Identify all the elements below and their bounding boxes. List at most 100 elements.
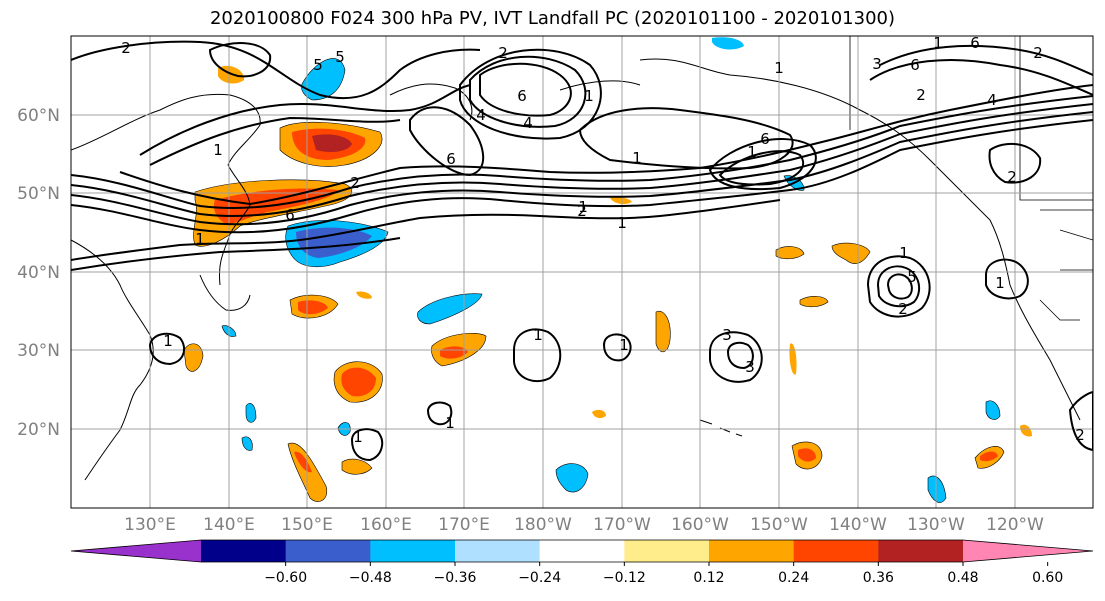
colorbar-segment	[878, 540, 964, 562]
map-border	[70, 35, 1094, 509]
longitude-label: 150°W	[750, 515, 808, 535]
longitude-label: 160°E	[360, 515, 412, 535]
positive-anomaly-patch	[356, 291, 372, 299]
latitude-label: 40°N	[17, 263, 60, 283]
longitude-label: 170°E	[438, 515, 490, 535]
colorbar-segment	[793, 540, 879, 562]
contour-label: 2	[577, 202, 587, 220]
contour-label: 5	[907, 268, 917, 286]
contour-label: 1	[445, 414, 455, 432]
negative-anomaly-patch	[296, 227, 372, 258]
contour-label: 2	[1033, 44, 1043, 62]
contour-label: 5	[313, 56, 323, 74]
contour-label: 1	[163, 332, 173, 350]
contour-label: 2	[916, 86, 926, 104]
positive-anomaly-patch	[341, 458, 373, 475]
latitude-label: 60°N	[17, 106, 60, 126]
longitude-label: 140°E	[203, 515, 255, 535]
contour-label: 1	[933, 34, 943, 52]
positive-anomaly-patch	[775, 246, 805, 260]
colorbar-segment	[709, 540, 795, 562]
colorbar-tick-label: −0.24	[518, 570, 561, 586]
longitude-label: 160°W	[671, 515, 729, 535]
contour-label: 6	[970, 34, 980, 52]
longitude-label: 170°W	[593, 515, 651, 535]
colorbar-tick-label: 0.60	[1032, 570, 1063, 586]
contour-label: 2	[121, 39, 131, 57]
colorbar-tick-label: −0.36	[434, 570, 477, 586]
contour-label: 3	[722, 326, 732, 344]
positive-anomaly-patch	[789, 343, 797, 375]
longitude-label: 130°W	[907, 515, 965, 535]
coastline-layer	[71, 58, 1081, 481]
negative-anomaly-patch	[301, 58, 346, 101]
longitude-label: 130°E	[124, 515, 176, 535]
contour-label: 6	[446, 150, 456, 168]
colorbar-segment	[201, 540, 287, 562]
longitude-label: 150°E	[281, 515, 333, 535]
contour-label: 3	[745, 358, 755, 376]
colorbar-tick-label: 0.12	[693, 570, 724, 586]
positive-anomaly-patch	[980, 451, 998, 462]
negative-anomaly-patch	[417, 293, 483, 325]
contour-label: 1	[353, 428, 363, 446]
positive-anomaly-patch	[183, 343, 204, 372]
gridline-layer	[71, 36, 1093, 508]
contour-label: 1	[632, 149, 642, 167]
latitude-labels: 60°N 50°N 40°N 30°N 20°N	[17, 106, 60, 440]
positive-anomaly-patch	[610, 197, 632, 205]
colorbar-tick-label: 0.36	[863, 570, 894, 586]
map-title: 2020100800 F024 300 hPa PV, IVT Landfall…	[209, 8, 896, 29]
contour-label: 2	[350, 174, 360, 192]
positive-anomaly-patch	[298, 300, 328, 315]
negative-anomaly-patch	[245, 403, 257, 423]
contour-label: 4	[523, 114, 533, 132]
colorbar-tick-label: −0.60	[264, 570, 307, 586]
contour-label: 1	[774, 59, 784, 77]
contour-label: 1	[533, 326, 543, 344]
contour-label: 1	[578, 198, 588, 216]
colorbar-tick-label: −0.48	[349, 570, 392, 586]
positive-anomaly-patch	[592, 409, 606, 419]
colorbar-segment	[624, 540, 710, 562]
contour-label: 1	[195, 230, 205, 248]
contour-label: 1	[747, 143, 757, 161]
positive-anomaly-patch	[440, 346, 468, 359]
contour-label: 1	[899, 244, 909, 262]
colorbar-extend-min	[71, 540, 201, 562]
colorbar-tick-label: 0.48	[947, 570, 978, 586]
contour-label: 1	[617, 214, 627, 232]
longitude-label: 140°W	[829, 515, 887, 535]
positive-anomaly-patch	[1020, 424, 1032, 437]
positive-anomaly-patch	[312, 134, 352, 152]
positive-anomaly-patch	[341, 367, 376, 397]
contour-label: 2	[498, 44, 508, 62]
positive-anomaly-patch	[799, 296, 829, 308]
contour-label: 1	[584, 87, 594, 105]
colorbar: −0.60 −0.48 −0.36 −0.24 −0.12 0.12 0.24 0.36 0.4…	[70, 539, 1094, 586]
contour-label: 1	[617, 214, 627, 232]
contour-label: 4	[987, 91, 997, 109]
negative-anomaly-patch	[712, 37, 744, 50]
colorbar-segment	[455, 540, 541, 562]
negative-anomaly-patch	[241, 436, 253, 451]
positive-anomaly-patch	[831, 242, 871, 264]
contour-label: 6	[910, 56, 920, 74]
contour-label: 1	[995, 274, 1005, 292]
latitude-label: 30°N	[17, 341, 60, 361]
contour-label: 2	[1007, 168, 1017, 186]
pv-contour-layer	[71, 40, 1093, 462]
contour-label: 2	[1075, 426, 1085, 444]
colorbar-outline	[70, 539, 1094, 563]
latitude-label: 50°N	[17, 184, 60, 204]
colorbar-tick-label: 0.24	[778, 570, 809, 586]
colorbar-segment	[370, 540, 456, 562]
contour-label: 3	[872, 55, 882, 73]
contour-label: 4	[476, 106, 486, 124]
negative-anomaly-patch	[985, 400, 1001, 420]
contour-label: 2	[898, 300, 908, 318]
contour-label: 5	[335, 48, 345, 66]
